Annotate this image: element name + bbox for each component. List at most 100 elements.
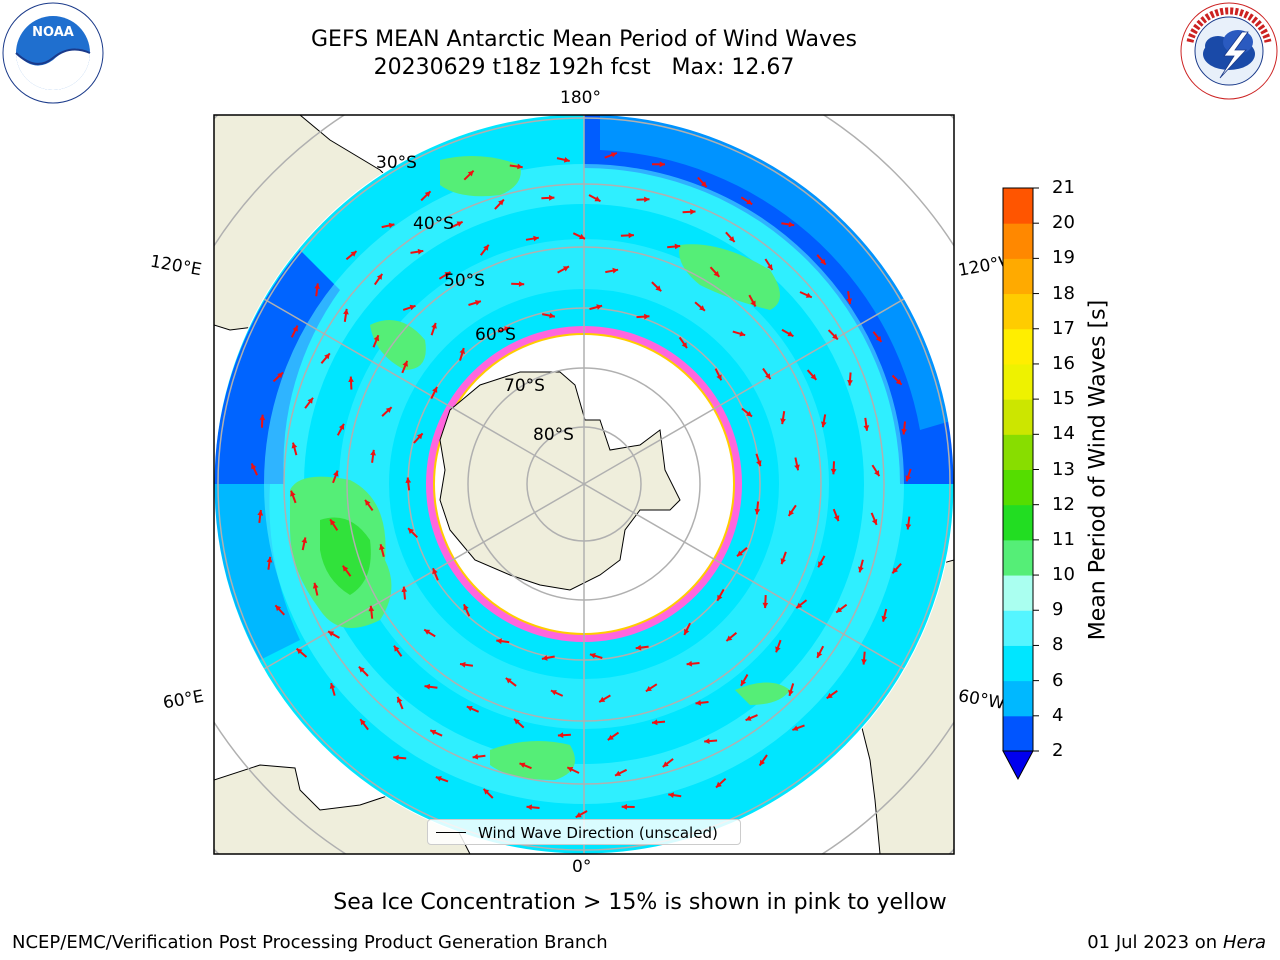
colorbar-segment xyxy=(1003,645,1033,682)
wind-arrow-head xyxy=(277,372,283,379)
wind-arrow-head xyxy=(686,660,693,667)
wind-arrow-head xyxy=(550,690,557,696)
wind-arrow-head xyxy=(296,648,303,655)
wind-arrow-head xyxy=(833,515,840,522)
colorbar-tick-label: 8 xyxy=(1052,634,1064,656)
wind-arrow-head xyxy=(360,719,366,726)
wind-arrow-head xyxy=(405,477,412,483)
colorbar-tick-label: 16 xyxy=(1052,352,1075,374)
colorbar-tick-label: 21 xyxy=(1052,177,1075,198)
wind-arrow-head xyxy=(863,425,870,431)
wind-arrow-head xyxy=(290,490,296,497)
wind-arrow-head xyxy=(726,635,733,641)
wind-arrow-head xyxy=(266,556,273,563)
colorbar-tick-label: 6 xyxy=(1052,669,1064,691)
wind-arrow-head xyxy=(518,281,525,287)
wind-arrow-head xyxy=(892,567,899,574)
wind-arrow-head xyxy=(704,738,710,744)
colorbar-extend-triangle xyxy=(1002,750,1034,781)
wind-arrow-head xyxy=(257,510,264,516)
wind-arrow-head xyxy=(514,718,520,725)
noaa-logo-text: NOAA xyxy=(32,25,74,40)
antarctica-land xyxy=(439,371,681,591)
wind-arrow-head xyxy=(397,696,403,703)
wind-arrow-head xyxy=(251,463,257,470)
lat-label-80s: 80°S xyxy=(533,425,574,445)
wind-arrow-head xyxy=(379,544,385,550)
wind-arrow-head xyxy=(612,267,619,274)
colorbar-tick-label: 18 xyxy=(1052,282,1075,304)
wind-arrow-head xyxy=(754,508,761,515)
wind-arrow-head xyxy=(655,285,662,292)
wind-arrow-head xyxy=(579,233,585,240)
wind-arrow-head xyxy=(746,199,753,205)
wind-arrow-head xyxy=(832,333,838,340)
colorbar-segment xyxy=(1003,188,1033,224)
wind-arrow-head xyxy=(342,565,349,572)
wind-arrow-head xyxy=(402,360,408,367)
lat-label-70s: 70°S xyxy=(504,376,545,396)
colorbar-tick-label: 12 xyxy=(1052,493,1075,515)
wind-arrow-head xyxy=(871,518,878,525)
footer-date-text: 01 Jul 2023 on xyxy=(1087,932,1223,953)
wind-arrow-head xyxy=(329,683,336,689)
wind-arrow-head xyxy=(905,475,911,482)
colorbar-segment xyxy=(1003,504,1033,541)
wind-arrow-head xyxy=(549,194,555,201)
wind-arrow-head xyxy=(435,776,442,782)
wind-arrow-head xyxy=(756,460,762,467)
wind-arrow-head xyxy=(370,449,376,456)
colorbar xyxy=(1002,187,1039,781)
wind-arrow-head xyxy=(684,628,690,635)
colorbar-segment xyxy=(1003,293,1033,330)
wind-arrow-head xyxy=(301,537,308,544)
wind-arrow-head xyxy=(737,550,743,557)
wind-arrow-head xyxy=(810,373,817,380)
wind-arrow-head xyxy=(895,379,902,385)
wind-arrow-head xyxy=(314,283,320,289)
colorbar-segment xyxy=(1003,715,1033,752)
wind-arrow-head xyxy=(668,792,674,798)
colorbar-segment xyxy=(1003,469,1033,506)
wind-arrow-head xyxy=(780,418,786,425)
wind-arrow-head xyxy=(759,759,765,766)
africa-land xyxy=(214,764,471,854)
legend-line-swatch xyxy=(436,832,466,833)
wind-arrow-head xyxy=(467,170,474,177)
wind-arrow-head xyxy=(750,300,756,307)
wind-arrow-head xyxy=(905,524,912,530)
wind-arrow-head xyxy=(821,421,827,428)
lat-label-50s: 50°S xyxy=(444,271,485,291)
colorbar-segment xyxy=(1003,399,1033,435)
wind-arrow-head xyxy=(368,605,375,612)
wind-arrow-head xyxy=(376,273,383,280)
chart-subtitle: 20230629 t18z 192h fcst Max: 12.67 xyxy=(373,55,795,80)
wind-arrow-head xyxy=(408,528,414,534)
wind-arrow-head xyxy=(431,322,437,329)
wind-arrow-head xyxy=(373,335,380,342)
colorbar-segment xyxy=(1003,575,1033,611)
wind-arrow-head xyxy=(739,331,746,337)
noaa-logo: NOAA xyxy=(2,2,104,108)
wind-arrow-head xyxy=(681,342,687,349)
wind-arrow-head xyxy=(456,221,463,227)
wind-arrow-head xyxy=(348,376,354,382)
wind-arrow-head xyxy=(652,719,658,726)
wind-arrow-head xyxy=(788,689,794,696)
colorbar-segment xyxy=(1003,223,1033,259)
wind-arrow-head xyxy=(599,696,606,702)
colorbar-tick-label: 19 xyxy=(1052,247,1075,269)
wind-arrow-head xyxy=(432,386,438,393)
colorbar-tick-label: 20 xyxy=(1052,212,1075,234)
wind-arrow-head xyxy=(563,266,569,272)
wind-arrow-head xyxy=(700,181,707,188)
ice-caption: Sea Ice Concentration > 15% is shown in … xyxy=(333,890,947,915)
wind-arrow-head xyxy=(796,602,803,609)
wind-arrow-head xyxy=(338,423,344,430)
wind-arrow-head xyxy=(716,374,722,381)
wind-arrow-head xyxy=(541,655,548,661)
wind-arrow-head xyxy=(350,251,357,257)
colorbar-segment xyxy=(1003,258,1033,295)
wind-arrow-head xyxy=(717,594,723,601)
